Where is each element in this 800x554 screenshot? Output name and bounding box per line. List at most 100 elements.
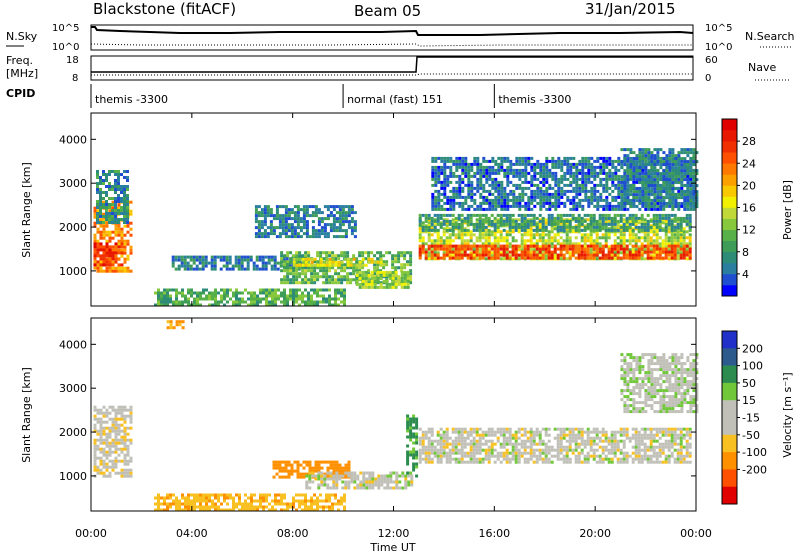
nsky-tick-top: 10^5: [52, 23, 79, 34]
velocity-colorbar: 200 100 50 15 -15 -50 -100 -200: [721, 330, 767, 505]
velocity-cbar-tick-0: 200: [742, 342, 763, 355]
power-cbar-swatch-12: [722, 152, 737, 164]
power-cbar-swatch-14: [722, 130, 737, 142]
velocity-ylabel: Slant Range [km]: [20, 367, 33, 463]
power-cbar-swatch-1: [722, 273, 737, 286]
power-region-8: [154, 288, 346, 307]
power-cbar-tick-2: 12: [742, 224, 756, 237]
velocity-region-0: [93, 405, 133, 478]
velocity-cbar-swatch-4: [722, 400, 737, 418]
velocity-cbar-tick-4: -15: [742, 412, 760, 425]
velocity-ytick-label-0: 1000: [59, 470, 87, 483]
beam-title: Beam 05: [354, 2, 421, 20]
power-cbar-tick-3: 16: [742, 202, 756, 215]
power-cbar-tick-1: 8: [742, 246, 749, 259]
power-region-1: [93, 242, 124, 267]
station-title: Blackstone (fitACF): [93, 0, 236, 18]
power-ytick-label-2: 3000: [59, 177, 87, 190]
velocity-cbar-tick-6: -100: [742, 446, 767, 459]
nsky-panel: [90, 24, 694, 51]
nave-tick-bottom: 0: [705, 73, 711, 84]
power-cbar-swatch-3: [722, 251, 737, 264]
nsky-trace: [91, 26, 694, 36]
nave-tick-top: 60: [705, 55, 718, 66]
velocity-cbar-tick-5: -50: [742, 429, 760, 442]
velocity-cbar-tick-7: -200: [742, 463, 767, 476]
time-axis: 00:00 04:00 08:00 12:00 16:00 20:00 00:00: [75, 527, 712, 540]
nsearch-tick-bottom: 10^0: [705, 42, 732, 53]
nave-label: Nave: [748, 61, 776, 74]
cpid-strip: themis -3300 normal (fast) 151 themis -330…: [90, 84, 571, 108]
power-cbar-swatch-4: [722, 240, 737, 253]
nsearch-trace: [90, 43, 693, 47]
cpid-segment-1: normal (fast) 151: [347, 93, 443, 106]
power-cbar-tick-6: 28: [742, 135, 756, 148]
velocity-cbar-swatch-8: [722, 469, 737, 487]
xtick-label-2: 08:00: [277, 527, 309, 540]
velocity-cbar-swatch-2: [722, 365, 737, 384]
power-region-13: [620, 148, 699, 209]
freq-trace: [91, 56, 693, 73]
power-region-7: [254, 205, 357, 239]
velocity-ytick-label-3: 4000: [59, 338, 87, 351]
velocity-region-4: [418, 427, 692, 464]
velocity-cbar-tick-2: 50: [742, 377, 756, 390]
velocity-ytick-label-1: 2000: [59, 426, 87, 439]
freq-tick-bottom: 8: [72, 73, 78, 84]
xtick-label-5: 20:00: [579, 527, 611, 540]
velocity-cbar-swatch-9: [722, 486, 737, 505]
xtick-label-0: 00:00: [75, 527, 107, 540]
velocity-cbar-swatch-7: [722, 452, 737, 470]
velocity-cbar-tick-3: 15: [742, 394, 756, 407]
power-cbar-label: Power [dB]: [781, 180, 794, 240]
power-cbar-swatch-8: [722, 196, 737, 208]
power-panel: 1000 2000 3000 4000 Slant Range [km]: [20, 112, 699, 307]
power-cbar-swatch-13: [722, 141, 737, 153]
velocity-region-7: [620, 353, 699, 414]
cpid-segment-0: themis -3300: [95, 93, 168, 106]
nsearch-label: N.Search: [745, 30, 795, 43]
power-cbar-swatch-9: [722, 185, 737, 197]
velocity-cbar-swatch-3: [722, 382, 737, 401]
freq-panel: [90, 55, 694, 81]
velocity-cbar-swatch-0: [722, 331, 737, 349]
date-title: 31/Jan/2015: [585, 0, 676, 18]
cpid-segment-2: themis -3300: [498, 93, 571, 106]
velocity-ytick-label-2: 3000: [59, 382, 87, 395]
power-region-2: [96, 170, 129, 224]
velocity-panel: 1000 2000 3000 4000 Slant Range [km]: [20, 317, 699, 512]
velocity-cbar-tick-1: 100: [742, 360, 763, 373]
xtick-label-3: 12:00: [378, 527, 410, 540]
velocity-cbar-swatch-1: [722, 348, 737, 366]
power-cbar-swatch-15: [722, 119, 737, 131]
freq-tick-top: 18: [66, 55, 79, 66]
velocity-cbar-swatch-5: [722, 417, 737, 436]
velocity-cbar-label: Velocity [m s⁻¹]: [781, 372, 794, 457]
power-cbar-swatch-10: [722, 174, 737, 186]
power-cbar-tick-5: 24: [742, 157, 756, 170]
power-region-11: [418, 213, 692, 232]
freq-label: Freq.: [6, 54, 33, 67]
power-cbar-tick-0: 4: [742, 268, 749, 281]
nave-trace: [91, 73, 693, 76]
velocity-cbar-swatch-6: [722, 434, 737, 453]
velocity-region-5: [154, 493, 346, 512]
power-ytick-label-1: 2000: [59, 221, 87, 234]
power-ytick-label-3: 4000: [59, 133, 87, 146]
freq-unit: [MHz]: [6, 67, 38, 80]
power-ylabel: Slant Range [km]: [20, 162, 33, 258]
power-region-5: [292, 257, 383, 267]
power-cbar-tick-4: 20: [742, 179, 756, 192]
velocity-region-6: [166, 320, 185, 330]
power-cbar-swatch-2: [722, 262, 737, 275]
power-region-10: [418, 244, 692, 260]
power-cbar-swatch-6: [722, 218, 737, 230]
nsky-tick-bottom: 10^0: [52, 42, 79, 53]
power-region-6: [355, 270, 410, 289]
cpid-label: CPID: [6, 87, 35, 100]
power-cbar-swatch-7: [722, 207, 737, 219]
power-ytick-label-0: 1000: [59, 265, 87, 278]
xtick-label-4: 16:00: [478, 527, 510, 540]
xtick-label-1: 04:00: [176, 527, 208, 540]
